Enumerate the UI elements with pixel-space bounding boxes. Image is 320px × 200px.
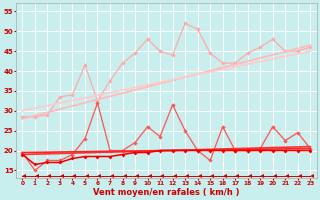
X-axis label: Vent moyen/en rafales ( km/h ): Vent moyen/en rafales ( km/h ): [93, 188, 240, 197]
